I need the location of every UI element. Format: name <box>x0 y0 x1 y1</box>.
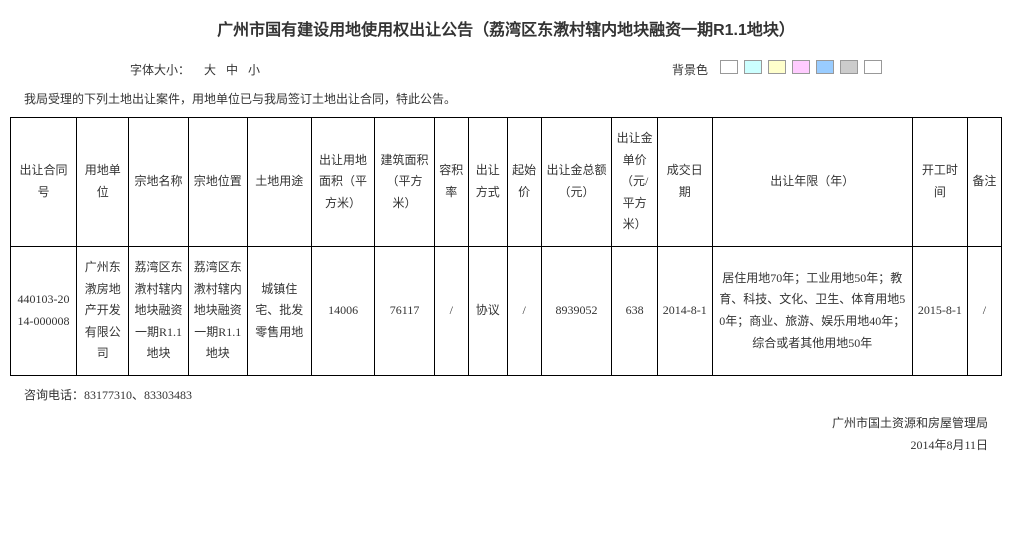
bg-swatch-5[interactable] <box>840 60 858 74</box>
col-header-7: 容积率 <box>434 118 468 247</box>
table-cell: 638 <box>612 246 658 375</box>
table-cell: / <box>507 246 541 375</box>
table-cell: 2014-8-1 <box>657 246 712 375</box>
table-cell: 居住用地70年；工业用地50年；教育、科技、文化、卫生、体育用地50年；商业、旅… <box>712 246 912 375</box>
font-small[interactable]: 小 <box>248 61 260 78</box>
col-header-11: 出让金单价（元/平方米） <box>612 118 658 247</box>
footer-org: 广州市国土资源和房屋管理局 <box>24 413 988 435</box>
bg-color-control: 背景色 <box>672 60 882 78</box>
intro-text: 我局受理的下列土地出让案件，用地单位已与我局签订土地出让合同，特此公告。 <box>10 90 1002 107</box>
table-header-row: 出让合同号用地单位宗地名称宗地位置土地用途出让用地面积（平方米）建筑面积（平方米… <box>11 118 1002 247</box>
table-cell: 协议 <box>468 246 507 375</box>
font-size-control: 字体大小： 大 中 小 <box>130 61 260 78</box>
bg-color-label: 背景色 <box>672 61 708 78</box>
col-header-0: 出让合同号 <box>11 118 77 247</box>
footer-date: 2014年8月11日 <box>24 435 988 457</box>
table-cell: / <box>434 246 468 375</box>
col-header-4: 土地用途 <box>247 118 311 247</box>
table-cell: / <box>967 246 1001 375</box>
col-header-13: 出让年限（年） <box>712 118 912 247</box>
bg-swatch-6[interactable] <box>864 60 882 74</box>
table-cell: 广州东漖房地产开发有限公司 <box>77 246 129 375</box>
font-large[interactable]: 大 <box>204 61 216 78</box>
table-row: 440103-2014-000008广州东漖房地产开发有限公司荔湾区东漖村辖内地… <box>11 246 1002 375</box>
footer: 广州市国土资源和房屋管理局 2014年8月11日 <box>10 409 1002 460</box>
col-header-9: 起始价 <box>507 118 541 247</box>
col-header-5: 出让用地面积（平方米） <box>311 118 375 247</box>
table-cell: 14006 <box>311 246 375 375</box>
col-header-14: 开工时间 <box>913 118 968 247</box>
col-header-6: 建筑面积（平方米） <box>375 118 434 247</box>
bg-swatch-3[interactable] <box>792 60 810 74</box>
page-title: 广州市国有建设用地使用权出让公告（荔湾区东漖村辖内地块融资一期R1.1地块） <box>10 16 1002 40</box>
col-header-10: 出让金总额（元） <box>541 118 612 247</box>
bg-swatch-0[interactable] <box>720 60 738 74</box>
col-header-2: 宗地名称 <box>129 118 188 247</box>
font-size-label: 字体大小： <box>130 61 190 78</box>
table-cell: 2015-8-1 <box>913 246 968 375</box>
font-medium[interactable]: 中 <box>226 61 238 78</box>
table-cell: 城镇住宅、批发零售用地 <box>247 246 311 375</box>
table-cell: 76117 <box>375 246 434 375</box>
table-cell: 8939052 <box>541 246 612 375</box>
col-header-1: 用地单位 <box>77 118 129 247</box>
contact-info: 咨询电话：83177310、83303483 <box>10 380 1002 409</box>
col-header-3: 宗地位置 <box>188 118 247 247</box>
bg-swatch-1[interactable] <box>744 60 762 74</box>
col-header-8: 出让方式 <box>468 118 507 247</box>
bg-swatch-2[interactable] <box>768 60 786 74</box>
table-cell: 荔湾区东漖村辖内地块融资一期R1.1地块 <box>129 246 188 375</box>
col-header-12: 成交日期 <box>657 118 712 247</box>
table-body: 440103-2014-000008广州东漖房地产开发有限公司荔湾区东漖村辖内地… <box>11 246 1002 375</box>
land-table: 出让合同号用地单位宗地名称宗地位置土地用途出让用地面积（平方米）建筑面积（平方米… <box>10 117 1002 376</box>
controls-row: 字体大小： 大 中 小 背景色 <box>10 60 1002 78</box>
table-cell: 440103-2014-000008 <box>11 246 77 375</box>
bg-swatch-4[interactable] <box>816 60 834 74</box>
land-table-wrap: 出让合同号用地单位宗地名称宗地位置土地用途出让用地面积（平方米）建筑面积（平方米… <box>10 117 1002 376</box>
col-header-15: 备注 <box>967 118 1001 247</box>
table-cell: 荔湾区东漖村辖内地块融资一期R1.1地块 <box>188 246 247 375</box>
